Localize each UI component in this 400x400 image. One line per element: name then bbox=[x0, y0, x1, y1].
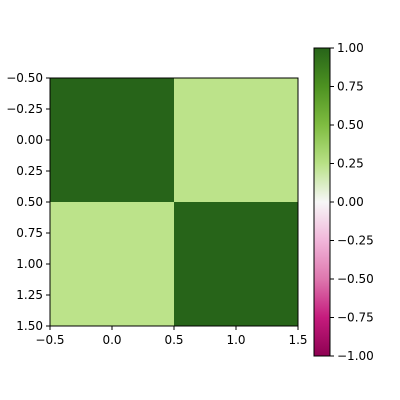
y-tick-label: 0.25 bbox=[16, 164, 43, 178]
colorbar-axis: 1.00 0.75 0.50 0.25 0.00 −0.25 −0.50 −0.75 −1.00 bbox=[330, 41, 374, 363]
x-axis: −0.5 0.0 0.5 1.0 1.5 bbox=[35, 326, 308, 347]
y-tick-label: 0.50 bbox=[16, 195, 43, 209]
colorbar-tick-label: 0.00 bbox=[337, 195, 364, 209]
heatmap-cell-1-0 bbox=[50, 202, 174, 326]
colorbar bbox=[313, 47, 331, 357]
x-tick-label: 1.5 bbox=[288, 333, 307, 347]
colorbar-tick-label: −0.50 bbox=[337, 272, 374, 286]
heatmap-cells bbox=[50, 78, 298, 326]
heatmap-cell-1-1 bbox=[174, 202, 298, 326]
colorbar-tick-label: 0.25 bbox=[337, 157, 364, 171]
y-tick-label: 1.25 bbox=[16, 288, 43, 302]
y-tick-label: 0.75 bbox=[16, 226, 43, 240]
heatmap-cell-0-0 bbox=[50, 78, 174, 202]
colorbar-tick-label: 0.50 bbox=[337, 118, 364, 132]
x-tick-label: 1.0 bbox=[226, 333, 245, 347]
colorbar-tick-label: −0.75 bbox=[337, 311, 374, 325]
y-tick-label: 0.00 bbox=[16, 133, 43, 147]
x-tick-label: −0.5 bbox=[35, 333, 64, 347]
colorbar-tick-label: −0.25 bbox=[337, 234, 374, 248]
colorbar-tick-label: 0.75 bbox=[337, 80, 364, 94]
y-tick-label: 1.50 bbox=[16, 319, 43, 333]
y-axis: −0.50 −0.25 0.00 0.25 0.50 0.75 1.00 1.25 1.50 bbox=[6, 71, 50, 333]
x-tick-label: 0.5 bbox=[164, 333, 183, 347]
y-tick-label: −0.50 bbox=[6, 71, 43, 85]
heatmap-cell-0-1 bbox=[174, 78, 298, 202]
x-tick-label: 0.0 bbox=[102, 333, 121, 347]
colorbar-tick-label: −1.00 bbox=[337, 349, 374, 363]
y-tick-label: −0.25 bbox=[6, 102, 43, 116]
colorbar-tick-label: 1.00 bbox=[337, 41, 364, 55]
y-tick-label: 1.00 bbox=[16, 257, 43, 271]
